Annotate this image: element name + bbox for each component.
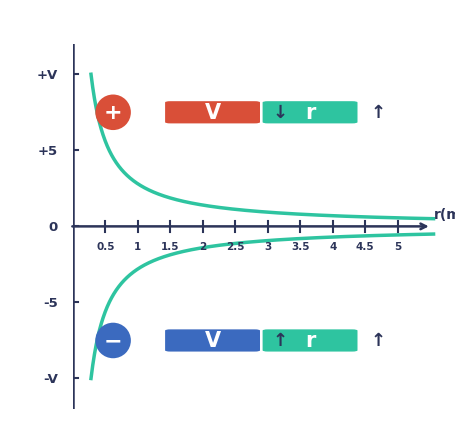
Text: 4: 4 (329, 241, 337, 251)
Text: +: + (104, 103, 122, 123)
Text: −: − (104, 331, 122, 351)
Text: r: r (305, 331, 315, 351)
Text: -5: -5 (43, 296, 58, 309)
Text: ↑: ↑ (273, 332, 288, 350)
Text: +V: +V (36, 69, 58, 81)
Text: -V: -V (43, 372, 58, 385)
Text: r: r (305, 103, 315, 123)
Text: 1: 1 (134, 241, 142, 251)
FancyBboxPatch shape (263, 330, 358, 352)
Text: ↑: ↑ (370, 104, 386, 122)
Text: 5: 5 (394, 241, 401, 251)
FancyBboxPatch shape (165, 330, 260, 352)
FancyBboxPatch shape (165, 102, 260, 124)
Text: 3: 3 (264, 241, 272, 251)
Text: 1.5: 1.5 (161, 241, 180, 251)
Text: 0.5: 0.5 (96, 241, 115, 251)
Text: 3.5: 3.5 (291, 241, 309, 251)
Text: ↓: ↓ (273, 104, 288, 122)
Text: GRAPH OF ELECTRIC POTENTIAL: GRAPH OF ELECTRIC POTENTIAL (77, 13, 378, 32)
Text: 2: 2 (199, 241, 207, 251)
Text: V: V (204, 103, 221, 123)
Text: r(m): r(m) (434, 208, 455, 222)
Text: 0: 0 (49, 220, 58, 233)
Text: V: V (204, 331, 221, 351)
Text: 4.5: 4.5 (356, 241, 374, 251)
Text: ↑: ↑ (370, 332, 386, 350)
Text: 2.5: 2.5 (226, 241, 244, 251)
FancyBboxPatch shape (263, 102, 358, 124)
Text: +5: +5 (38, 144, 58, 158)
